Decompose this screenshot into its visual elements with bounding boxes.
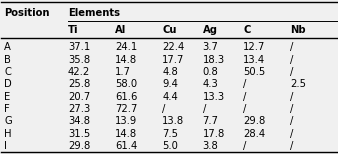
Text: 7.5: 7.5 <box>162 129 178 139</box>
Text: 9.4: 9.4 <box>162 79 178 89</box>
Text: 72.7: 72.7 <box>115 104 138 114</box>
Text: D: D <box>4 79 12 89</box>
Text: 7.7: 7.7 <box>203 116 219 126</box>
Text: 13.9: 13.9 <box>115 116 137 126</box>
Text: /: / <box>243 104 246 114</box>
Text: 27.3: 27.3 <box>68 104 90 114</box>
Text: Elements: Elements <box>68 8 120 18</box>
Text: /: / <box>290 92 294 102</box>
Text: /: / <box>290 43 294 53</box>
Text: 25.8: 25.8 <box>68 79 90 89</box>
Text: G: G <box>4 116 12 126</box>
Text: E: E <box>4 92 10 102</box>
Text: 14.8: 14.8 <box>115 129 137 139</box>
Text: F: F <box>4 104 10 114</box>
Text: 37.1: 37.1 <box>68 43 90 53</box>
Text: Nb: Nb <box>290 25 306 35</box>
Text: H: H <box>4 129 11 139</box>
Text: 1.7: 1.7 <box>115 67 131 77</box>
Text: 17.7: 17.7 <box>162 55 185 65</box>
Text: 13.3: 13.3 <box>203 92 225 102</box>
Text: 50.5: 50.5 <box>243 67 265 77</box>
Text: 35.8: 35.8 <box>68 55 90 65</box>
Text: 42.2: 42.2 <box>68 67 90 77</box>
Text: 29.8: 29.8 <box>68 141 90 151</box>
Text: I: I <box>4 141 7 151</box>
Text: /: / <box>162 104 166 114</box>
Text: /: / <box>290 104 294 114</box>
Text: 5.0: 5.0 <box>162 141 178 151</box>
Text: /: / <box>290 55 294 65</box>
Text: 29.8: 29.8 <box>243 116 265 126</box>
Text: 22.4: 22.4 <box>162 43 185 53</box>
Text: C: C <box>243 25 250 35</box>
Text: /: / <box>203 104 206 114</box>
Text: C: C <box>4 67 11 77</box>
Text: /: / <box>243 141 246 151</box>
Text: 2.5: 2.5 <box>290 79 306 89</box>
Text: 20.7: 20.7 <box>68 92 90 102</box>
Text: /: / <box>243 79 246 89</box>
Text: 61.6: 61.6 <box>115 92 138 102</box>
Text: 34.8: 34.8 <box>68 116 90 126</box>
Text: Ti: Ti <box>68 25 78 35</box>
Text: 61.4: 61.4 <box>115 141 137 151</box>
Text: 18.3: 18.3 <box>203 55 225 65</box>
Text: 24.1: 24.1 <box>115 43 137 53</box>
Text: 13.8: 13.8 <box>162 116 185 126</box>
Text: /: / <box>290 129 294 139</box>
Text: 31.5: 31.5 <box>68 129 90 139</box>
Text: 4.4: 4.4 <box>162 92 178 102</box>
Text: /: / <box>290 116 294 126</box>
Text: Cu: Cu <box>162 25 177 35</box>
Text: 3.7: 3.7 <box>203 43 219 53</box>
Text: Position: Position <box>4 8 50 18</box>
Text: Ag: Ag <box>203 25 218 35</box>
Text: 58.0: 58.0 <box>115 79 137 89</box>
Text: 4.8: 4.8 <box>162 67 178 77</box>
Text: 12.7: 12.7 <box>243 43 265 53</box>
Text: 4.3: 4.3 <box>203 79 218 89</box>
Text: 28.4: 28.4 <box>243 129 265 139</box>
Text: 0.8: 0.8 <box>203 67 218 77</box>
Text: /: / <box>290 141 294 151</box>
Text: 13.4: 13.4 <box>243 55 265 65</box>
Text: 3.8: 3.8 <box>203 141 218 151</box>
Text: B: B <box>4 55 11 65</box>
Text: 17.8: 17.8 <box>203 129 225 139</box>
Text: /: / <box>290 67 294 77</box>
Text: A: A <box>4 43 11 53</box>
Text: 14.8: 14.8 <box>115 55 137 65</box>
Text: Al: Al <box>115 25 126 35</box>
Text: /: / <box>243 92 246 102</box>
